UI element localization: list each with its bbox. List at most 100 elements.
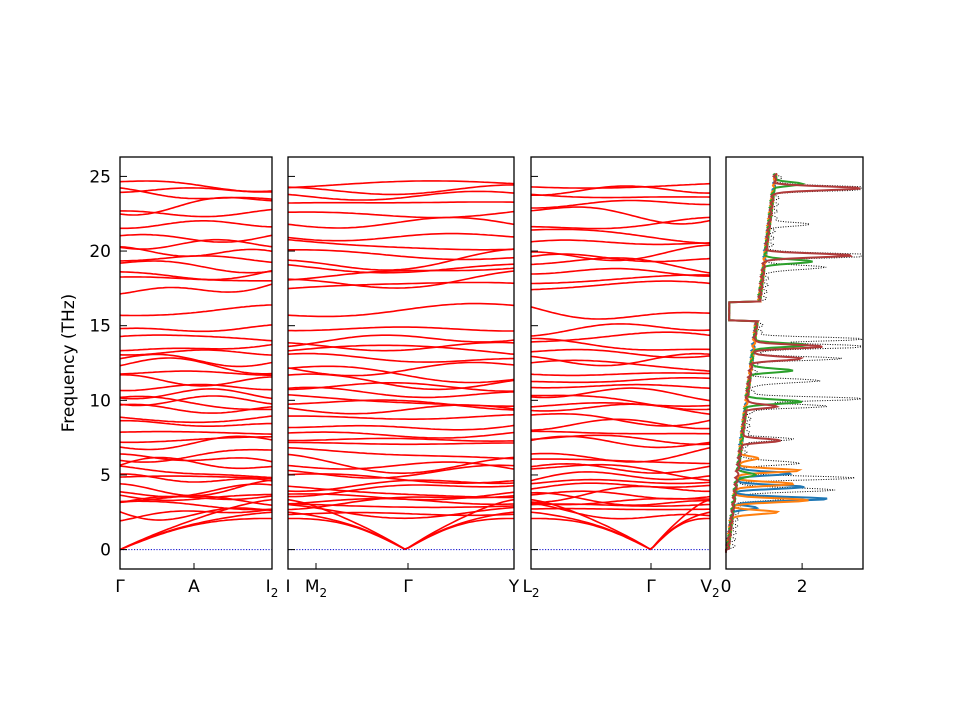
k-point-label: Γ [115, 577, 125, 597]
optical-branch [119, 500, 273, 511]
optical-branch [119, 475, 273, 480]
optical-branch [287, 503, 515, 520]
optical-branch [287, 495, 515, 511]
band-panel-frame [287, 156, 515, 570]
optical-branch [119, 435, 273, 444]
acoustic-branch [530, 498, 711, 551]
optical-branch [119, 448, 273, 463]
optical-branch [530, 239, 711, 246]
optical-branch [119, 343, 273, 352]
k-point-label: I2 [266, 577, 279, 600]
k-point-label: A [188, 577, 200, 597]
optical-branch [120, 208, 273, 218]
optical-branch [119, 395, 273, 407]
k-point-label: Γ [646, 577, 656, 597]
optical-branch [287, 446, 515, 460]
axis-ticks [119, 175, 803, 569]
optical-branch [530, 323, 711, 337]
optical-branch [530, 413, 711, 427]
y-tick-label: 5 [100, 466, 111, 486]
optical-branch [530, 377, 711, 384]
optical-branch [119, 430, 273, 435]
optical-branch [119, 383, 272, 392]
optical-branch [119, 246, 273, 257]
dos-curves [724, 172, 863, 553]
acoustic-branch [119, 498, 273, 551]
optical-branch [287, 180, 515, 189]
optical-branch [119, 324, 273, 333]
optical-branch [287, 341, 515, 352]
optical-branch [119, 304, 272, 317]
optical-branch [288, 210, 515, 219]
k-point-label: V2 [700, 577, 719, 600]
y-tick-label: 0 [100, 541, 111, 561]
optical-branch [287, 394, 514, 407]
optical-branch [531, 394, 711, 411]
optical-branch [119, 508, 273, 522]
acoustic-branch [530, 511, 711, 551]
optical-branch [530, 306, 711, 320]
optical-branch [119, 507, 273, 521]
optical-branch [287, 453, 515, 474]
acoustic-branch [119, 511, 273, 551]
optical-branch [287, 386, 515, 399]
optical-branch [530, 485, 710, 504]
optical-branch [530, 182, 711, 189]
band-panel-frame [530, 156, 711, 570]
acoustic-branch [288, 517, 514, 551]
optical-branch [287, 238, 515, 251]
k-point-label: L2 [522, 577, 539, 600]
dos-x-tick-label: 0 [721, 577, 732, 597]
optical-branch [531, 216, 711, 230]
optical-branch [287, 361, 515, 377]
optical-branch [119, 415, 273, 424]
optical-branch [531, 383, 711, 390]
y-axis-title: Frequency (THz) [59, 294, 79, 433]
optical-branch [119, 180, 273, 193]
dos-panel-frame [725, 156, 864, 570]
k-point-label: I [285, 577, 290, 597]
optical-branch [288, 437, 514, 443]
optical-branch [530, 372, 711, 377]
optical-branch [531, 267, 711, 277]
optical-branch [287, 302, 515, 318]
optical-branch [119, 187, 273, 200]
panel-frames [119, 156, 864, 570]
optical-branch [287, 365, 515, 384]
optical-branch [530, 359, 711, 372]
optical-branch [287, 267, 515, 281]
optical-branch [288, 484, 515, 498]
optical-branch [530, 352, 711, 367]
y-tick-label: 20 [89, 242, 111, 262]
optical-branch [119, 370, 273, 377]
optical-branch [119, 453, 273, 463]
optical-branch [120, 374, 272, 387]
optical-branch [531, 507, 710, 511]
optical-branch [530, 447, 711, 463]
optical-branch [531, 244, 711, 262]
optical-branch [287, 382, 514, 392]
k-point-label: Γ [403, 577, 413, 597]
optical-branch [530, 402, 711, 408]
optical-branch [119, 479, 273, 497]
optical-branch [119, 269, 273, 281]
optical-branch [119, 349, 273, 356]
optical-branch [120, 220, 272, 230]
optical-branch [287, 431, 515, 439]
optical-branch [288, 249, 515, 261]
optical-branch [287, 334, 515, 348]
y-tick-label: 25 [89, 167, 111, 187]
optical-branch [287, 190, 515, 201]
optical-branch [530, 491, 711, 506]
optical-branch [288, 441, 514, 446]
optical-branch [119, 334, 273, 342]
optical-branch [119, 260, 273, 274]
optical-branch [119, 283, 273, 295]
optical-branch [530, 418, 711, 431]
k-point-label: Y [508, 577, 520, 597]
optical-branch [530, 348, 711, 359]
optical-branch [530, 462, 711, 474]
optical-branch [530, 206, 711, 225]
optical-branch [287, 216, 515, 229]
